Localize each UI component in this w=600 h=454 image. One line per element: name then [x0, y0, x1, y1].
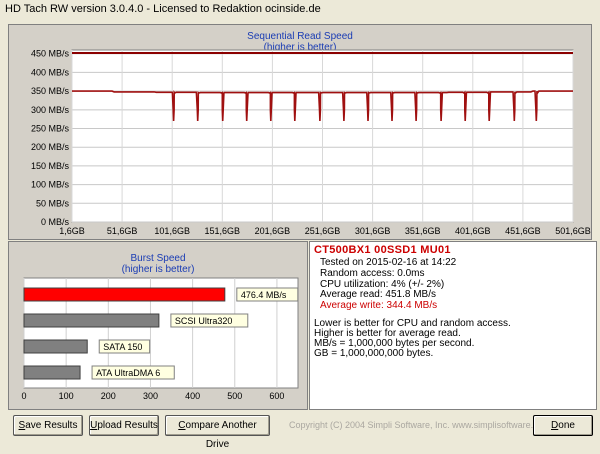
- x-tick-label: 501,6GB: [555, 226, 591, 236]
- burst-speed-panel: Burst Speed (higher is better) 0 100 200 30…: [8, 241, 308, 410]
- results-info-panel: CT500BX1 00SSD1 MU01 Tested on 2015-02-1…: [309, 241, 597, 410]
- x-tick-label: 201,6GB: [255, 226, 291, 236]
- drive-model: CT500BX1 00SSD1 MU01: [314, 244, 451, 256]
- compare-hotkey: C: [178, 420, 186, 431]
- done-button[interactable]: Done: [533, 415, 593, 436]
- x-tick-label: 451,6GB: [505, 226, 541, 236]
- y-tick-label: 300 MB/s: [31, 105, 70, 115]
- burst-chart-title: Burst Speed: [130, 253, 186, 264]
- random-access: Random access: 0.0ms: [320, 268, 425, 279]
- burst-chart-subtitle: (higher is better): [121, 264, 195, 275]
- note-higher-better: Higher is better for average read.: [314, 328, 461, 339]
- y-tick-label: 50 MB/s: [36, 198, 70, 208]
- average-write: Average write: 344.4 MB/s: [320, 300, 438, 311]
- y-tick-label: 250 MB/s: [31, 124, 70, 134]
- burst-bar-label: SCSI Ultra320: [175, 316, 233, 326]
- burst-x-tick-label: 500: [227, 391, 242, 401]
- burst-bar: [23, 339, 88, 354]
- read-speed-line: [72, 90, 573, 122]
- x-tick-label: 301,6GB: [355, 226, 391, 236]
- cpu-utilization: CPU utilization: 4% (+/- 2%): [320, 279, 445, 290]
- burst-x-tick-label: 400: [185, 391, 200, 401]
- burst-bar-label: ATA UltraDMA 6: [96, 368, 160, 378]
- y-tick-label: 150 MB/s: [31, 161, 70, 171]
- x-tick-label: 401,6GB: [455, 226, 491, 236]
- burst-x-tick-label: 600: [269, 391, 284, 401]
- seq-chart-subtitle: (higher is better): [263, 42, 337, 53]
- burst-bar: [23, 365, 81, 380]
- done-label: one: [558, 420, 575, 431]
- burst-x-tick-label: 300: [143, 391, 158, 401]
- burst-bar: [23, 287, 226, 302]
- burst-bar-label-box: [91, 365, 175, 380]
- save-label: ave Results: [25, 420, 78, 431]
- average-read: Average read: 451.8 MB/s: [320, 289, 436, 300]
- burst-bar: [23, 313, 160, 328]
- burst-bar-label-box: [236, 287, 299, 302]
- burst-x-tick-label: 0: [21, 391, 26, 401]
- sequential-read-chart: 450 MB/s 400 MB/s 350 MB/s 300 MB/s 250 MB/s…: [31, 49, 591, 236]
- y-tick-label: 400 MB/s: [31, 67, 70, 77]
- y-tick-label: 100 MB/s: [31, 180, 70, 190]
- note-gb-def: GB = 1,000,000,000 bytes.: [314, 348, 434, 359]
- y-tick-label: 200 MB/s: [31, 142, 70, 152]
- note-mbs-def: MB/s = 1,000,000 bytes per second.: [314, 338, 475, 349]
- burst-x-tick-label: 200: [101, 391, 116, 401]
- save-results-button[interactable]: Save Results: [13, 415, 83, 436]
- burst-speed-chart: 0 100 200 300 400 500 600 476.4 MB/s SCSI Ultra3…: [21, 277, 299, 401]
- done-hotkey: D: [551, 420, 559, 431]
- upload-label: pload Results: [97, 420, 158, 431]
- x-tick-label: 151,6GB: [205, 226, 241, 236]
- y-tick-label: 350 MB/s: [31, 86, 70, 96]
- window-title: HD Tach RW version 3.0.4.0 - Licensed to…: [5, 3, 321, 15]
- burst-bar-label: SATA 150: [103, 342, 142, 352]
- copyright-text: Copyright (C) 2004 Simpli Software, Inc.…: [289, 420, 551, 430]
- compare-label: ompare Another Drive: [185, 420, 257, 450]
- x-tick-label: 251,6GB: [305, 226, 341, 236]
- x-tick-label: 51,6GB: [107, 226, 138, 236]
- sequential-read-panel: Sequential Read Speed (higher is better)…: [8, 24, 592, 240]
- x-tick-label: 1,6GB: [59, 226, 85, 236]
- save-hotkey: S: [18, 420, 26, 431]
- y-tick-label: 450 MB/s: [31, 49, 70, 59]
- burst-x-tick-label: 100: [59, 391, 74, 401]
- upload-hotkey: U: [90, 420, 98, 431]
- title-bar: HD Tach RW version 3.0.4.0 - Licensed to…: [0, 0, 600, 18]
- y-tick-label: 0 MB/s: [41, 217, 70, 227]
- burst-bar-label: 476.4 MB/s: [241, 290, 287, 300]
- seq-chart-title: Sequential Read Speed: [247, 31, 353, 42]
- burst-bar-label-box: [170, 313, 249, 328]
- note-lower-better: Lower is better for CPU and random acces…: [314, 318, 511, 329]
- upload-results-button[interactable]: Upload Results: [89, 415, 159, 436]
- burst-bar-label-box: [98, 339, 151, 354]
- compare-drive-button[interactable]: Compare Another Drive: [165, 415, 270, 450]
- x-tick-label: 351,6GB: [405, 226, 441, 236]
- tested-date: Tested on 2015-02-16 at 14:22: [320, 257, 457, 268]
- x-tick-label: 101,6GB: [154, 226, 190, 236]
